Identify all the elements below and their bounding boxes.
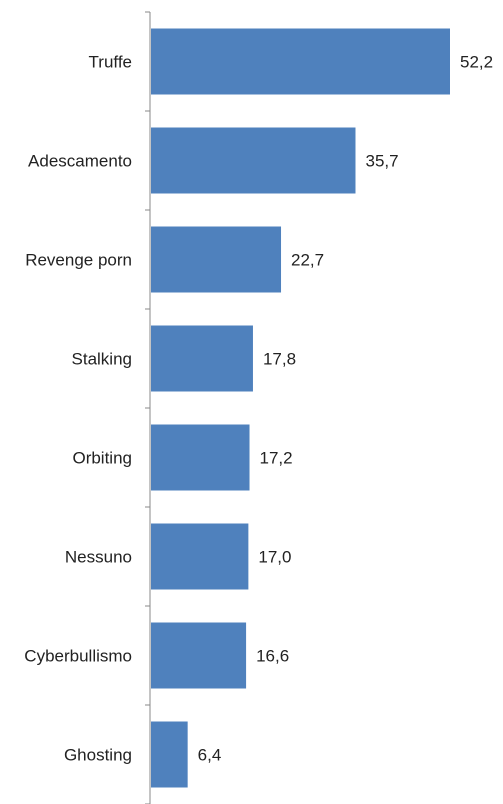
data-label: 6,4 (198, 746, 222, 765)
data-label: 52,2 (460, 53, 493, 72)
data-label: 35,7 (365, 152, 398, 171)
data-label: 16,6 (256, 647, 289, 666)
category-label: Revenge porn (25, 251, 132, 270)
bar (151, 28, 450, 95)
bar (151, 721, 188, 788)
category-label: Cyberbullismo (24, 647, 132, 666)
bar (151, 226, 282, 293)
category-axis (145, 11, 151, 804)
bar (151, 424, 250, 491)
bar (151, 325, 253, 392)
category-label: Adescamento (28, 152, 132, 171)
bars-group (151, 28, 450, 788)
category-label: Ghosting (64, 746, 132, 765)
category-label: Orbiting (72, 449, 132, 468)
category-label: Nessuno (65, 548, 132, 567)
category-labels: Truffe Adescamento Revenge porn Stalking Orb… (24, 53, 132, 765)
bar (151, 622, 247, 689)
data-label: 17,8 (263, 350, 296, 369)
data-label: 17,0 (258, 548, 291, 567)
data-label: 17,2 (260, 449, 293, 468)
data-label: 22,7 (291, 251, 324, 270)
bar (151, 127, 356, 194)
category-label: Stalking (72, 350, 132, 369)
category-label: Truffe (89, 53, 132, 72)
bar (151, 523, 249, 590)
value-labels: 52,2 35,7 22,7 17,8 17,2 17,0 16,6 6,4 (198, 53, 493, 765)
